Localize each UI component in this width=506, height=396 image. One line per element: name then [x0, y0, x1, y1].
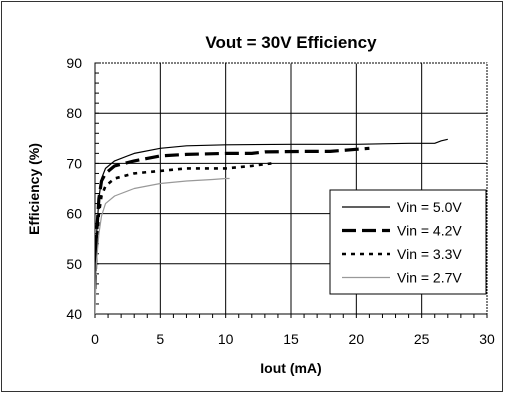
grid [94, 62, 488, 318]
x-tick-label: 0 [91, 331, 99, 347]
legend-label: Vin = 2.7V [397, 270, 462, 286]
x-tick-label: 30 [479, 331, 495, 347]
legend-label: Vin = 4.2V [397, 223, 462, 239]
legend-label: Vin = 3.3V [397, 246, 462, 262]
x-tick-label: 25 [414, 331, 430, 347]
legend-label: Vin = 5.0V [397, 199, 462, 215]
tick-labels: 0 5 10 15 20 25 30 40 50 60 70 80 90 [66, 55, 495, 347]
chart-title: Vout = 30V Efficiency [205, 33, 377, 52]
y-tick-label: 40 [66, 306, 82, 322]
y-tick-label: 60 [66, 206, 82, 222]
y-tick-label: 90 [66, 55, 82, 71]
x-tick-label: 15 [283, 331, 299, 347]
series-line-2 [95, 146, 370, 289]
y-tick-label: 80 [66, 105, 82, 121]
series-line-3 [95, 162, 272, 289]
series-lines [95, 138, 448, 314]
x-tick-label: 10 [218, 331, 234, 347]
x-tick-label: 5 [156, 331, 164, 347]
efficiency-chart: Vout = 30V Efficiency Iout (mA) Efficien… [26, 33, 495, 376]
x-tick-label: 20 [349, 331, 365, 347]
y-tick-label: 70 [66, 155, 82, 171]
series-line-4 [95, 177, 230, 314]
chart-frame: Vout = 30V Efficiency Iout (mA) Efficien… [1, 1, 503, 392]
x-axis-label: Iout (mA) [260, 360, 321, 376]
y-tick-label: 50 [66, 256, 82, 272]
legend: Vin = 5.0V Vin = 4.2V Vin = 3.3V Vin = 2.7V [329, 189, 487, 295]
y-axis-label: Efficiency (%) [26, 143, 42, 235]
